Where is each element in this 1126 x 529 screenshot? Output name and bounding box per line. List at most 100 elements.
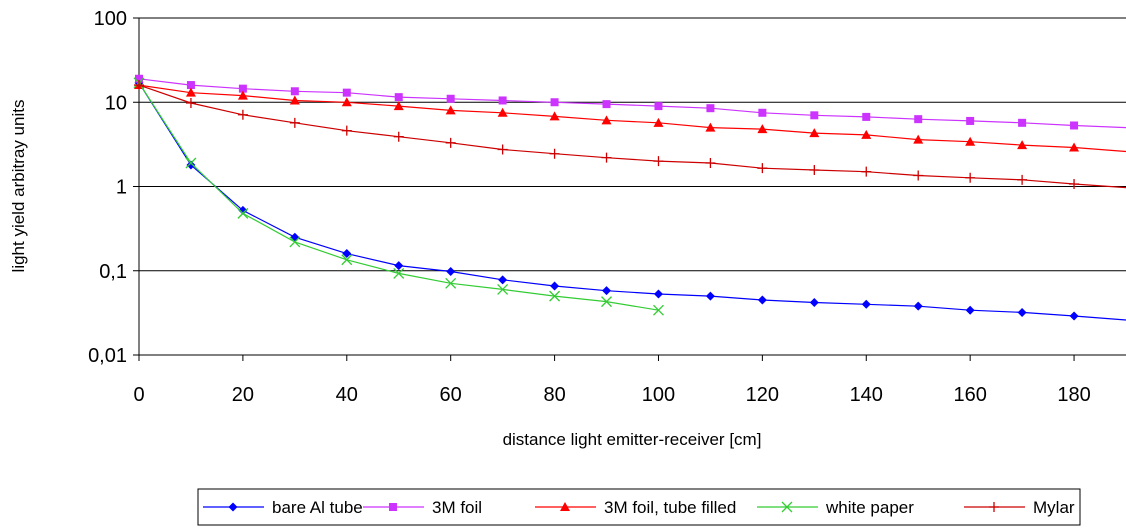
data-point: [185, 97, 196, 108]
data-point: [497, 107, 508, 117]
legend-label: Mylar: [1033, 498, 1075, 517]
x-axis-title: distance light emitter-receiver [cm]: [503, 430, 762, 449]
x-tick-label: 80: [543, 384, 565, 406]
data-point: [237, 109, 248, 120]
data-point: [134, 80, 144, 91]
data-point: [1070, 121, 1079, 130]
data-point: [342, 249, 352, 259]
data-point: [445, 277, 457, 289]
data-point: [653, 156, 664, 167]
data-point: [497, 144, 508, 155]
data-point: [445, 137, 456, 148]
data-point: [965, 172, 976, 183]
data-point: [654, 102, 663, 111]
data-point: [861, 299, 871, 309]
y-tick-label: 1: [116, 177, 127, 199]
data-point: [810, 111, 819, 120]
x-tick-label: 20: [232, 384, 254, 406]
data-point: [498, 275, 508, 285]
data-point: [705, 158, 716, 169]
data-point: [913, 134, 924, 144]
series-4: [134, 80, 1126, 190]
legend-marker: [389, 503, 397, 511]
data-point: [757, 163, 768, 174]
data-point: [238, 84, 247, 93]
legend-entry: 3M foil: [363, 498, 482, 517]
data-point: [238, 205, 248, 215]
x-tick-label: 60: [440, 384, 462, 406]
data-point: [653, 117, 664, 127]
data-point: [497, 283, 509, 295]
y-axis-title: light yield arbitray units: [9, 100, 28, 273]
legend-entry: Mylar: [964, 498, 1075, 517]
data-point: [446, 94, 455, 103]
legend-entry: 3M foil, tube filled: [535, 498, 736, 517]
series-line: [138, 84, 1126, 153]
data-point: [393, 101, 404, 111]
data-point: [186, 81, 195, 90]
y-tick-label: 0,01: [88, 345, 127, 367]
series-line: [138, 82, 659, 311]
data-point: [394, 93, 403, 102]
series-line: [138, 78, 1126, 129]
data-point: [862, 112, 871, 121]
legend: bare Al tube 3M foil 3M foil, tube filled w…: [197, 488, 1081, 526]
data-point: [1018, 118, 1027, 127]
series-line: [138, 84, 1126, 189]
data-point: [445, 105, 456, 115]
data-point: [1017, 140, 1028, 150]
data-point: [185, 87, 196, 97]
data-point: [965, 305, 975, 315]
data-point: [758, 108, 767, 117]
data-point: [446, 266, 456, 276]
legend-box: [197, 488, 1081, 526]
legend-entry: bare Al tube: [203, 498, 363, 517]
legend-label: 3M foil: [432, 498, 482, 517]
data-point: [913, 301, 923, 311]
data-point: [549, 111, 560, 121]
data-point: [1017, 174, 1028, 185]
data-point: [341, 125, 352, 136]
data-point: [393, 131, 404, 142]
data-point: [135, 74, 143, 83]
x-tick-label: 160: [953, 384, 986, 406]
data-point: [549, 148, 560, 159]
data-point: [550, 281, 560, 291]
legend-entry: white paper: [757, 498, 914, 517]
x-tick-label: 40: [336, 384, 358, 406]
x-tick-label: 120: [746, 384, 779, 406]
data-point: [653, 289, 663, 299]
data-point: [602, 100, 611, 109]
data-point: [290, 87, 299, 96]
data-point: [965, 136, 976, 146]
x-tick-label: 140: [850, 384, 883, 406]
series-0: [134, 78, 1126, 321]
data-point: [289, 95, 300, 105]
data-point: [861, 166, 872, 177]
gridlines: [139, 17, 1126, 272]
data-point: [550, 98, 559, 107]
data-point: [1017, 307, 1027, 317]
data-point: [809, 297, 819, 307]
data-point: [653, 304, 664, 316]
data-point: [1069, 179, 1080, 190]
data-point: [757, 124, 768, 134]
x-tick-label: 100: [642, 384, 675, 406]
data-point: [809, 164, 820, 175]
data-point: [341, 254, 353, 266]
series-line: [138, 82, 1126, 321]
data-point: [913, 170, 924, 181]
axes: [133, 17, 1126, 361]
legend-label: bare Al tube: [272, 498, 363, 517]
x-tick-label: 0: [133, 384, 144, 406]
data-point: [966, 116, 975, 125]
data-point: [341, 97, 352, 107]
data-point: [601, 115, 612, 125]
series-layer: [133, 74, 1126, 321]
data-point: [289, 236, 301, 248]
x-tick-label: 180: [1057, 384, 1090, 406]
data-point: [861, 129, 872, 139]
data-point: [237, 207, 249, 219]
data-point: [914, 115, 923, 124]
